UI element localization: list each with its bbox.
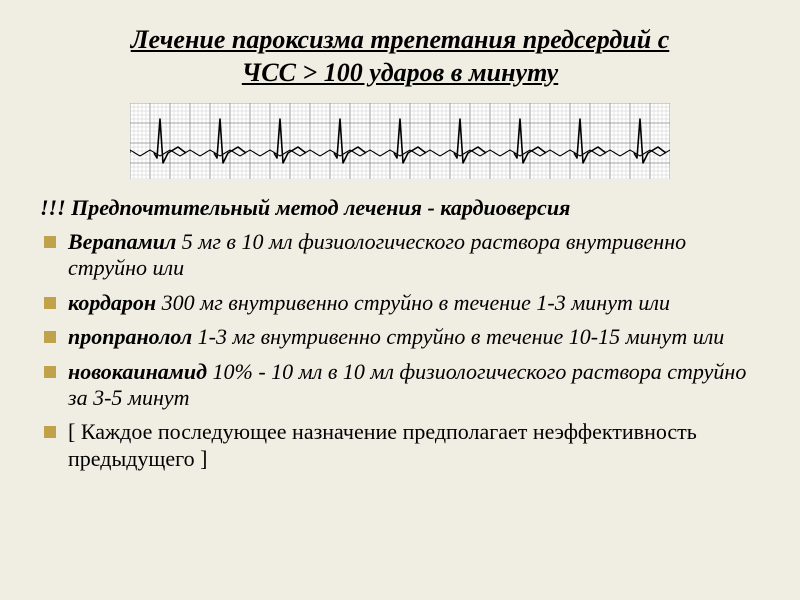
intro-line: !!! Предпочтительный метод лечения - кар… — [40, 195, 760, 221]
ecg-strip — [130, 103, 670, 179]
title-line-1: Лечение пароксизма трепетания предсердий… — [131, 25, 670, 54]
drug-dose: 1-3 мг внутривенно струйно в течение 10-… — [192, 324, 724, 349]
drug-name: пропранолол — [68, 324, 192, 349]
slide-title: Лечение пароксизма трепетания предсердий… — [40, 24, 760, 89]
ecg-svg — [130, 103, 670, 179]
list-item: пропранолол 1-3 мг внутривенно струйно в… — [40, 324, 760, 350]
list-item-note: [ Каждое последующее назначение предпола… — [40, 419, 760, 472]
drug-name: новокаинамид — [68, 359, 207, 384]
title-line-2: ЧСС > 100 ударов в минуту — [242, 58, 558, 87]
drug-name: кордарон — [68, 290, 156, 315]
note-text: [ Каждое последующее назначение предпола… — [68, 419, 697, 470]
list-item: новокаинамид 10% - 10 мл в 10 мл физиоло… — [40, 359, 760, 412]
bullet-list: Верапамил 5 мг в 10 мл физиологического … — [40, 229, 760, 472]
list-item: кордарон 300 мг внутривенно струйно в те… — [40, 290, 760, 316]
slide: Лечение пароксизма трепетания предсердий… — [0, 0, 800, 500]
drug-name: Верапамил — [68, 229, 176, 254]
list-item: Верапамил 5 мг в 10 мл физиологического … — [40, 229, 760, 282]
drug-dose: 300 мг внутривенно струйно в течение 1-3… — [156, 290, 670, 315]
